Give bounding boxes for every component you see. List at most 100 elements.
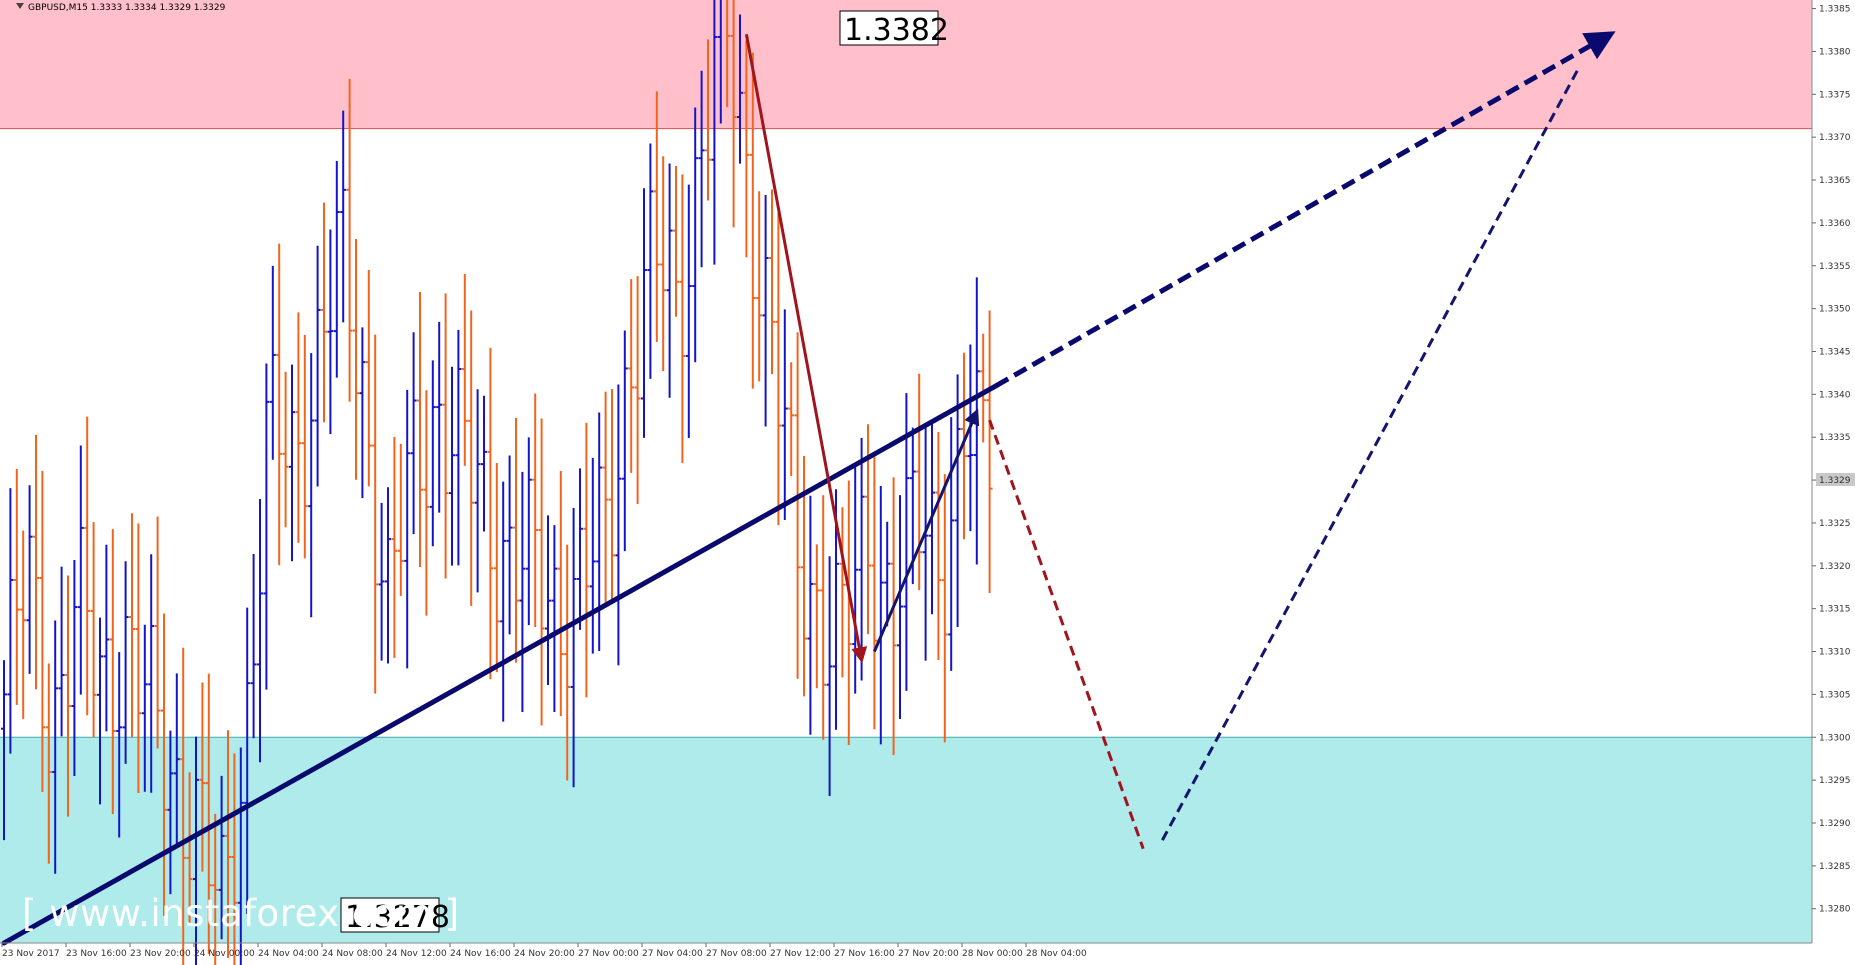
candle-bar (890, 477, 897, 756)
low-annotation-box (340, 897, 440, 933)
candle-bar (13, 468, 20, 705)
candle-bar (436, 321, 443, 513)
time-tick-label: 27 Nov 04:00 (642, 949, 703, 959)
candle-bar (455, 329, 462, 566)
time-tick-label: 24 Nov 08:00 (322, 949, 383, 959)
candle-bar (519, 471, 526, 712)
candle-bar (289, 364, 295, 562)
candle-bar (726, 0, 731, 108)
time-tick-label: 24 Nov 16:00 (450, 949, 511, 959)
price-tick-label: 1.3300 (1819, 733, 1851, 743)
candle-bar (813, 544, 820, 689)
price-tick-label: 1.3350 (1819, 305, 1851, 315)
candle-bar (730, 0, 737, 228)
candle-bar (1, 660, 7, 841)
candle-bar (743, 40, 750, 258)
price-tick-label: 1.3315 (1819, 605, 1851, 615)
candle-bar (781, 309, 788, 520)
candle-bar (525, 437, 532, 626)
wave-up-arrow (873, 408, 980, 653)
price-tick-label: 1.3335 (1819, 433, 1851, 443)
candle-bar (737, 14, 743, 164)
candle-bar (167, 730, 174, 895)
candle-bar (871, 455, 878, 730)
candle-bar (673, 166, 679, 317)
candle-bar (218, 775, 225, 940)
candle-bar (615, 384, 622, 666)
candle-bar (333, 160, 340, 378)
time-tick-label: 23 Nov 16:00 (66, 949, 127, 959)
price-tick-label: 1.3380 (1819, 47, 1851, 57)
candle-bar (570, 507, 577, 788)
candle-bar (557, 471, 564, 717)
candle-bar (193, 736, 199, 965)
time-tick-label: 24 Nov 00:00 (194, 949, 255, 959)
candle-bar (647, 143, 654, 379)
candle-bar (154, 516, 161, 749)
time-axis: 23 Nov 2017 23 Nov 16:00 23 Nov 20:00 24 No… (1, 943, 1087, 959)
candle-bar (385, 487, 391, 664)
candle-bar (794, 332, 801, 679)
candle-bar (807, 495, 814, 735)
candle-bar (173, 673, 180, 848)
candle-bar (199, 682, 206, 872)
candle-bar (109, 529, 116, 815)
candle-bar (474, 389, 481, 593)
candle-bar (641, 188, 647, 438)
candle-bar (391, 437, 398, 658)
candle-bar (33, 434, 39, 690)
watermark: [ www.instaforex.com ] (22, 892, 460, 935)
candle-bar (397, 443, 404, 596)
time-tick-label: 23 Nov 2017 (2, 949, 60, 959)
candle-bar (129, 513, 135, 738)
candle-bar (538, 418, 545, 726)
candle-bar (628, 279, 635, 473)
candle-bar (449, 366, 455, 566)
candle-bar (314, 245, 321, 487)
current-price-tag: 1.3329 (1819, 476, 1851, 486)
price-tick-label: 1.3310 (1819, 648, 1851, 658)
candle-bar (705, 39, 711, 201)
support-zone (0, 737, 1812, 943)
candle-bar (500, 481, 507, 722)
candle-bar (161, 613, 167, 916)
candle-bar (97, 617, 103, 805)
candle-bar (282, 371, 289, 528)
trendline-projection (994, 31, 1616, 388)
candle-bar (295, 312, 302, 543)
price-tick-label: 1.3305 (1819, 690, 1851, 700)
candle-bar (967, 344, 974, 532)
price-tick-label: 1.3385 (1819, 5, 1851, 15)
price-tick-label: 1.3325 (1819, 519, 1851, 529)
candle-bar (58, 566, 65, 737)
candle-bar (769, 189, 775, 375)
candle-bar (77, 445, 84, 695)
candle-bar (833, 489, 839, 730)
triangle-down-icon (16, 3, 24, 9)
candle-bar (45, 663, 52, 864)
candle-bar (269, 265, 276, 460)
candle-bar (442, 293, 449, 579)
candle-bar (103, 544, 110, 732)
candle-bar (545, 515, 551, 686)
candle-bar (903, 393, 910, 691)
price-labels: 1.3329 1.3382 1.3278 (340, 10, 1855, 935)
candle-bar (935, 431, 942, 660)
candle-bar (250, 554, 257, 739)
candle-bar (65, 575, 71, 817)
candle-bar (679, 174, 686, 464)
time-tick-label: 28 Nov 00:00 (962, 949, 1023, 959)
candle-bar (941, 474, 948, 743)
candle-bar (653, 91, 660, 342)
candle-bar (225, 730, 231, 959)
candle-bar (71, 559, 78, 776)
candle-bar (378, 502, 385, 661)
candle-bar (589, 457, 596, 654)
time-tick-label: 27 Nov 16:00 (834, 949, 895, 959)
candle-bar (26, 485, 33, 674)
candles-layer (1, 0, 993, 965)
candle-bar (122, 561, 129, 764)
candle-bar (762, 194, 769, 427)
candle-bar (513, 417, 519, 663)
price-tick-label: 1.3320 (1819, 562, 1851, 572)
